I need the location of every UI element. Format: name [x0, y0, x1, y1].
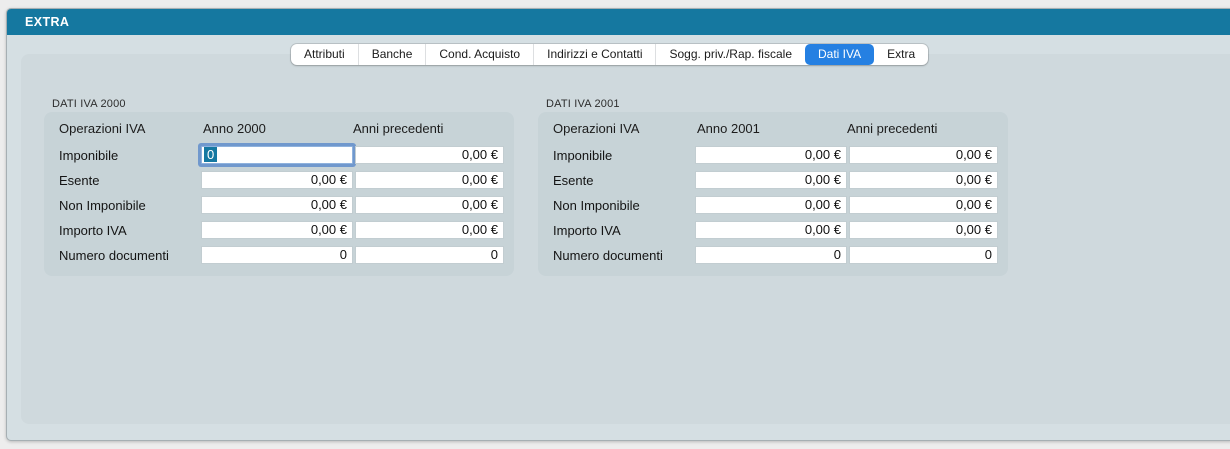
tab-cond-acquisto[interactable]: Cond. Acquisto: [425, 44, 533, 65]
column-header-anni-precedenti-2: Anni precedenti: [847, 121, 938, 136]
tab-dati-iva[interactable]: Dati IVA: [805, 44, 875, 65]
group-label-2000: DATI IVA 2000: [52, 98, 126, 110]
input-numero-documenti-prec-2001[interactable]: 0: [849, 246, 998, 264]
group-box-2000: Operazioni IVA Anno 2000 Anni precedenti…: [44, 112, 514, 276]
selected-text: 0: [204, 147, 218, 162]
input-esente-anno-2001[interactable]: 0,00 €: [695, 171, 847, 189]
field-label-esente-2: Esente: [553, 173, 594, 188]
input-numero-documenti-anno-2000[interactable]: 0: [201, 246, 353, 264]
input-imponibile-anno-2001[interactable]: 0,00 €: [695, 146, 847, 164]
input-imponibile-prec-2000[interactable]: 0,00 €: [355, 146, 504, 164]
group-dati-iva-2001: DATI IVA 2001 Operazioni IVA Anno 2001 A…: [538, 98, 1008, 276]
input-numero-documenti-anno-2001[interactable]: 0: [695, 246, 847, 264]
input-importo-iva-anno-2001[interactable]: 0,00 €: [695, 221, 847, 239]
column-header-operazioni-iva-2: Operazioni IVA: [553, 121, 640, 136]
column-header-anno-2001: Anno 2001: [697, 121, 760, 136]
field-label-importo-iva: Importo IVA: [59, 223, 127, 238]
tab-sogg-priv-rap-fiscale[interactable]: Sogg. priv./Rap. fiscale: [655, 44, 805, 65]
input-esente-prec-2001[interactable]: 0,00 €: [849, 171, 998, 189]
group-label-2001: DATI IVA 2001: [546, 98, 620, 110]
field-label-imponibile-2: Imponibile: [553, 148, 613, 163]
input-importo-iva-prec-2001[interactable]: 0,00 €: [849, 221, 998, 239]
column-header-anno-2000: Anno 2000: [203, 121, 266, 136]
input-esente-prec-2000[interactable]: 0,00 €: [355, 171, 504, 189]
window-titlebar: EXTRA: [7, 9, 1230, 35]
field-label-numero-documenti: Numero documenti: [59, 248, 169, 263]
tab-attributi[interactable]: Attributi: [304, 47, 345, 61]
field-label-importo-iva-2: Importo IVA: [553, 223, 621, 238]
input-non-imponibile-prec-2001[interactable]: 0,00 €: [849, 196, 998, 214]
column-header-operazioni-iva: Operazioni IVA: [59, 121, 146, 136]
input-numero-documenti-prec-2000[interactable]: 0: [355, 246, 504, 264]
input-non-imponibile-prec-2000[interactable]: 0,00 €: [355, 196, 504, 214]
input-importo-iva-prec-2000[interactable]: 0,00 €: [355, 221, 504, 239]
tab-extra[interactable]: Extra: [887, 47, 916, 61]
field-label-esente: Esente: [59, 173, 100, 188]
tab-indirizzi-e-contatti[interactable]: Indirizzi e Contatti: [533, 44, 655, 65]
field-label-non-imponibile-2: Non Imponibile: [553, 198, 640, 213]
input-imponibile-prec-2001[interactable]: 0,00 €: [849, 146, 998, 164]
group-box-2001: Operazioni IVA Anno 2001 Anni precedenti…: [538, 112, 1008, 276]
input-importo-iva-anno-2000[interactable]: 0,00 €: [201, 221, 353, 239]
input-esente-anno-2000[interactable]: 0,00 €: [201, 171, 353, 189]
field-label-numero-documenti-2: Numero documenti: [553, 248, 663, 263]
field-label-non-imponibile: Non Imponibile: [59, 198, 146, 213]
tab-bar: Attributi Banche Cond. Acquisto Indirizz…: [291, 44, 929, 65]
window-title: EXTRA: [25, 15, 70, 29]
tab-banche[interactable]: Banche: [357, 44, 426, 65]
input-non-imponibile-anno-2000[interactable]: 0,00 €: [201, 196, 353, 214]
field-label-imponibile: Imponibile: [59, 148, 119, 163]
column-header-anni-precedenti: Anni precedenti: [353, 121, 444, 136]
input-non-imponibile-anno-2001[interactable]: 0,00 €: [695, 196, 847, 214]
input-imponibile-anno-2000[interactable]: 0: [201, 146, 353, 164]
group-dati-iva-2000: DATI IVA 2000 Operazioni IVA Anno 2000 A…: [44, 98, 514, 276]
extra-window: EXTRA Attributi Banche Cond. Acquisto In…: [6, 8, 1230, 441]
